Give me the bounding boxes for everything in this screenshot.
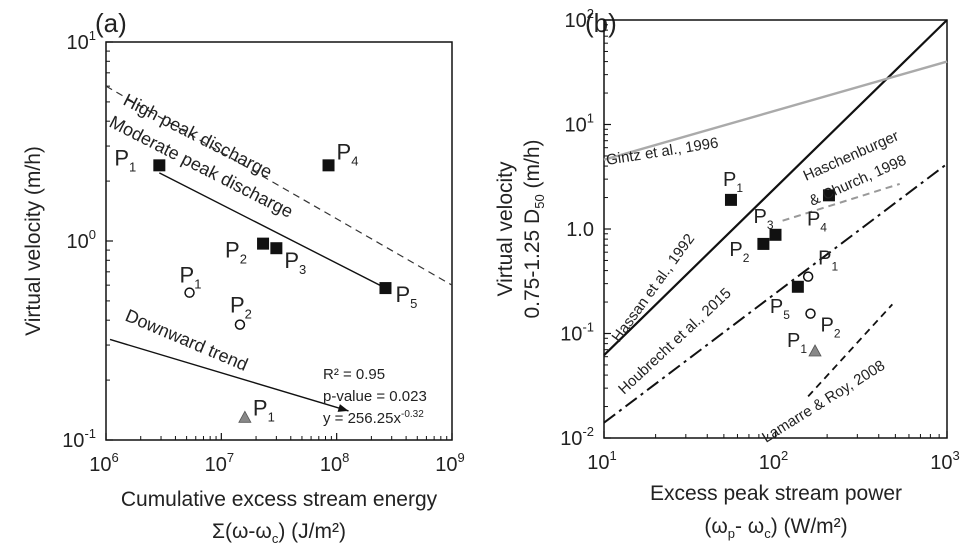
- panel-a-square-marker: [153, 159, 166, 172]
- panel-a-square-marker: [379, 282, 392, 295]
- panel-a-square-marker: [270, 242, 283, 255]
- panel-a-point-label: P2: [225, 238, 247, 267]
- panel-b-line-dashdot: [603, 163, 948, 424]
- panel-a-circle-marker: [184, 287, 195, 298]
- panel-b-point-label: P1: [723, 169, 743, 195]
- panel-b-point-label: P2: [729, 239, 749, 265]
- panel-b-line-dashed: [807, 303, 893, 398]
- panel-a-point-label: P4: [337, 139, 359, 168]
- r-squared-annotation: R² = 0.95: [323, 366, 385, 383]
- regression-annotations: R² = 0.95 p-value = 0.023 y = 256.25x-0.…: [323, 366, 427, 427]
- panel-b-y-tick-label: 10-2: [560, 424, 594, 450]
- panel-a-x-tick-label: 108: [320, 450, 349, 476]
- panel-b-point-label: P2: [821, 315, 841, 341]
- panel-a-x-axis-label-line2: Σ(ω-ωc) (J/m²): [212, 520, 346, 546]
- panel-a-plot-frame: [105, 41, 453, 441]
- panel-a-x-tick-label: 109: [435, 450, 464, 476]
- panel-b-ticks: 101 102 103 10-2 10-1 1.0 101 102: [560, 6, 960, 474]
- panel-a-point-label: P1: [180, 263, 202, 292]
- gintz-label: Gintz et al., 1996: [605, 134, 720, 169]
- panel-b-line-dashed: [782, 182, 901, 222]
- panel-b-square-marker: [769, 228, 782, 241]
- panel-b-x-axis-label-line2: (ωp- ωc) (W/m²): [704, 515, 847, 541]
- panel-a-y-tick-label: 100: [67, 227, 96, 253]
- panel-b-y-axis-label-line1: Virtual velocity: [494, 161, 517, 297]
- panel-a-point-label: P1: [114, 145, 136, 174]
- panel-a-ticks: 106 107 108 109 10-1 100 101: [62, 28, 465, 476]
- panel-b-x-tick-label: 102: [759, 448, 788, 474]
- panel-b-point-label: P4: [807, 208, 827, 234]
- panel-a-x-tick-label: 106: [89, 450, 118, 476]
- panel-b-point-label: P1: [818, 248, 838, 274]
- panel-b-circle-marker: [802, 271, 814, 282]
- panel-b-y-tick-label: 102: [565, 6, 594, 32]
- panel-b-label: (b): [585, 8, 617, 38]
- p-value-annotation: p-value = 0.023: [323, 388, 427, 405]
- panel-a-square-marker: [322, 159, 335, 172]
- panel-a-line-solid: [159, 172, 386, 289]
- panel-a-circle-marker: [234, 319, 246, 330]
- lamarre-label: Lamarre & Roy, 2008: [759, 357, 888, 446]
- downward-trend-arrowhead: [337, 404, 349, 412]
- panel-a-point-label: P2: [230, 293, 252, 322]
- equation-annotation: y = 256.25x-0.32: [323, 409, 424, 427]
- panel-a-triangle-marker: [238, 410, 252, 423]
- panel-a-label: (a): [95, 8, 127, 38]
- panel-a-point-label: P5: [395, 282, 417, 311]
- panel-b-reference-lines: [603, 19, 948, 424]
- panel-a-y-tick-label: 10-1: [62, 426, 96, 452]
- panel-b-point-label: P3: [754, 206, 774, 232]
- panel-a-data-points: P1 P2 P3 P4 P5 P1 P2 P1: [114, 139, 417, 424]
- downward-trend-arrow: [109, 338, 349, 412]
- panel-a-square-marker: [257, 237, 270, 250]
- panel-a-point-label: P1: [253, 395, 275, 424]
- panel-b-x-tick-label: 103: [930, 448, 959, 474]
- panel-a-x-axis-label: Cumulative excess stream energy: [121, 488, 438, 511]
- panel-b-circle-marker: [805, 308, 816, 319]
- panel-a-y-axis-label: Virtual velocity (m/h): [22, 146, 45, 336]
- panel-b-point-label: P1: [787, 330, 807, 356]
- panel-b-x-axis-label: Excess peak stream power: [650, 482, 902, 505]
- panel-a-trend-lines: [105, 85, 453, 412]
- panel-b-square-marker: [724, 193, 737, 206]
- panel-a-point-label: P3: [284, 248, 306, 277]
- panel-b-triangle-marker: [808, 344, 822, 357]
- panel-b-point-label: P5: [770, 296, 790, 322]
- panel-b-y-tick-label: 10-1: [560, 320, 594, 346]
- panel-a-y-tick-label: 101: [67, 28, 96, 54]
- panel-b-line-solid: [603, 60, 948, 161]
- panel-b-square-marker: [822, 189, 835, 202]
- panel-a-x-tick-label: 107: [205, 450, 234, 476]
- panel-b-line-solid: [603, 19, 948, 356]
- panel-b-y-axis-label-line2: 0.75-1.25 D50 (m/h): [521, 139, 547, 318]
- panel-b-square-marker: [791, 280, 804, 293]
- panel-b-y-tick-label: 101: [565, 111, 594, 137]
- panel-b-x-tick-label: 101: [587, 448, 616, 474]
- panel-b-y-tick-label: 1.0: [566, 219, 594, 241]
- panel-b-square-marker: [757, 237, 770, 250]
- panel-a-line-dashed: [105, 85, 453, 286]
